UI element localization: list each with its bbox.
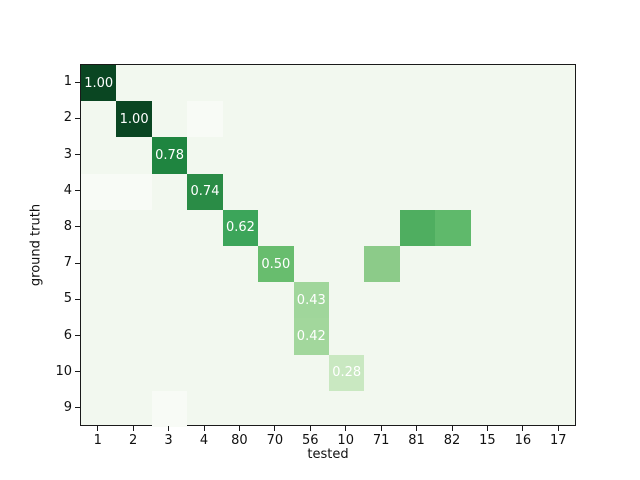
x-tick-mark (132, 426, 134, 431)
y-tick-mark (75, 190, 80, 192)
y-tick-mark (75, 154, 80, 155)
y-tick-label: 3 (63, 146, 72, 162)
heatmap-cell: 0.62 (222, 209, 259, 246)
x-tick-mark (345, 426, 347, 431)
y-axis-label: ground truth (28, 203, 44, 287)
heatmap-plot-area: 1.00 1.00 0.78 0.74 0.62 0.50 0.43 0.42 0.28 (80, 64, 576, 427)
y-tick-label: 8 (63, 218, 72, 234)
y-tick-mark (75, 407, 80, 409)
y-tick-label: 4 (63, 182, 72, 198)
x-tick-label: 82 (443, 433, 461, 448)
heatmap-cell: 0.78 (151, 137, 188, 174)
y-tick-label: 6 (63, 327, 72, 343)
heatmap-cell: 0.42 (293, 318, 329, 355)
heatmap-cell (151, 390, 188, 427)
y-tick-mark (75, 81, 80, 83)
heatmap-cell: 0.43 (293, 282, 329, 319)
x-tick-mark (238, 426, 240, 431)
x-tick-label: 71 (372, 433, 390, 448)
y-tick-mark (75, 298, 80, 300)
y-tick-mark (75, 262, 80, 264)
heatmap-cell (116, 173, 152, 210)
y-tick-label: 5 (63, 291, 72, 307)
y-tick-label: 7 (63, 255, 72, 271)
y-tick-label: 10 (55, 363, 72, 379)
heatmap-cell (81, 173, 117, 210)
x-tick-label: 56 (302, 433, 319, 448)
x-tick-label: 10 (337, 433, 354, 448)
x-tick-label: 81 (408, 433, 425, 448)
x-tick-mark (451, 426, 453, 431)
x-tick-mark (486, 426, 488, 431)
y-tick-mark (75, 335, 80, 336)
y-tick-mark (75, 226, 80, 228)
x-tick-mark (97, 426, 99, 431)
y-tick-label: 9 (63, 399, 72, 415)
heatmap-cell: 1.00 (116, 101, 152, 138)
heatmap-cell (435, 209, 471, 246)
x-tick-mark (274, 426, 276, 431)
heatmap-cell: 0.28 (329, 354, 365, 391)
x-tick-label: 70 (266, 433, 284, 448)
x-tick-mark (380, 426, 382, 431)
x-tick-label: 4 (199, 433, 209, 448)
heatmap-cell: 0.50 (258, 246, 294, 283)
x-tick-mark (309, 426, 311, 431)
x-tick-label: 16 (514, 433, 532, 448)
x-tick-mark (416, 426, 418, 431)
x-tick-label: 3 (164, 433, 173, 448)
x-tick-label: 2 (129, 433, 138, 448)
y-tick-label: 2 (63, 110, 72, 126)
x-tick-mark (557, 426, 559, 431)
heatmap-cell (187, 101, 223, 138)
heatmap-cell: 1.00 (81, 65, 117, 102)
x-axis-label: tested (307, 447, 349, 462)
y-tick-mark (75, 371, 80, 373)
x-tick-label: 80 (231, 433, 248, 448)
y-tick-label: 1 (63, 74, 72, 90)
heatmap-cell: 0.74 (187, 173, 223, 210)
x-tick-mark (203, 426, 205, 431)
x-tick-label: 15 (479, 433, 496, 448)
x-tick-mark (168, 426, 170, 431)
heatmap-cell (399, 209, 436, 246)
heatmap-cell (364, 246, 400, 283)
x-tick-label: 1 (93, 433, 102, 448)
y-tick-mark (75, 117, 80, 119)
x-tick-mark (522, 426, 524, 431)
x-tick-label: 17 (550, 433, 567, 448)
